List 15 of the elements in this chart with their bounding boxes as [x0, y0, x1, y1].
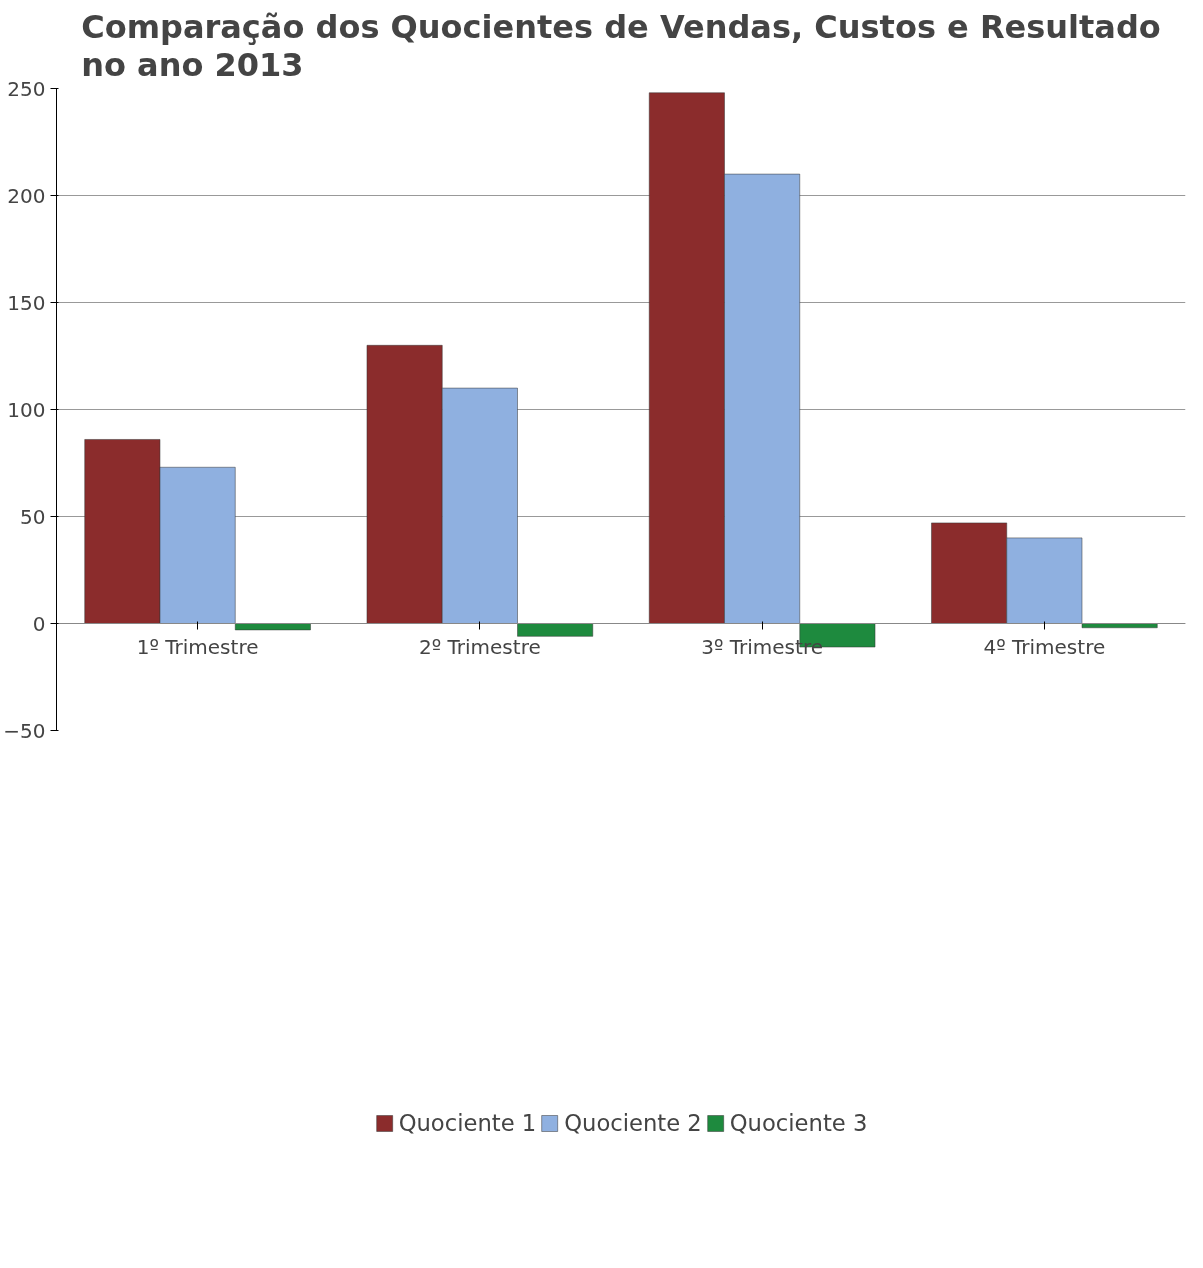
x-tick-label: 4º Trimestre: [983, 634, 1106, 659]
legend-label: Quociente 3: [729, 1110, 868, 1136]
x-tick-label: 1º Trimestre: [136, 634, 259, 659]
y-tick-label: 250: [7, 76, 46, 101]
y-tick-label: 100: [7, 397, 46, 422]
y-tick-label: 0: [32, 611, 46, 636]
x-tick-label: 3º Trimestre: [701, 634, 823, 659]
x-tick-label: 2º Trimestre: [419, 634, 541, 659]
chart-title: Comparação dos Quocientes de Vendas, Custos e Resultado no ano 2013: [81, 7, 1161, 84]
legend-label: Quociente 1: [398, 1110, 537, 1136]
y-tick-label: 50: [20, 504, 46, 529]
y-tick-label: −50: [3, 718, 46, 743]
y-tick-label: 200: [7, 183, 46, 208]
legend-label: Quociente 2: [564, 1110, 702, 1136]
y-tick-label: 150: [7, 290, 46, 315]
